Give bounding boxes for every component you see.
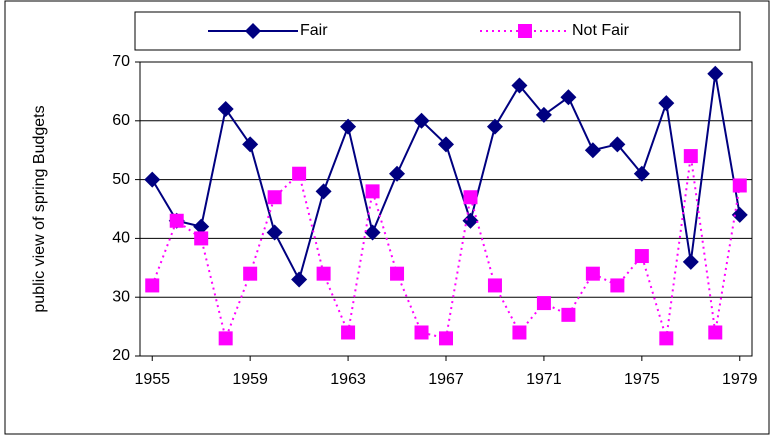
y-tick-label: 30: [112, 288, 130, 305]
point: [291, 271, 308, 288]
point: [731, 206, 748, 223]
point: [217, 101, 234, 118]
point: [511, 77, 528, 94]
point: [633, 165, 650, 182]
point: [316, 266, 331, 281]
point: [193, 218, 210, 235]
point: [315, 183, 332, 200]
y-tick-label: 70: [112, 53, 130, 70]
point: [266, 224, 283, 241]
point: [634, 249, 649, 264]
point: [659, 331, 674, 346]
point: [340, 118, 357, 135]
x-tick-label: 1963: [330, 371, 366, 388]
point: [561, 307, 576, 322]
point: [732, 178, 747, 193]
point: [463, 190, 478, 205]
legend-marker: [245, 23, 261, 39]
point: [658, 95, 675, 112]
point: [535, 106, 552, 123]
y-tick-label: 20: [112, 347, 130, 364]
point: [364, 224, 381, 241]
point: [341, 325, 356, 340]
point: [584, 142, 601, 159]
x-tick-label: 1955: [134, 371, 170, 388]
point: [560, 89, 577, 106]
point: [390, 266, 405, 281]
point: [487, 278, 502, 293]
point: [267, 190, 282, 205]
point: [145, 278, 160, 293]
y-tick-label: 60: [112, 112, 130, 129]
point: [708, 325, 723, 340]
y-axis-label: public view of spring Budgets: [31, 105, 48, 312]
point: [682, 253, 699, 270]
point: [536, 296, 551, 311]
point: [365, 184, 380, 199]
legend-label: Not Fair: [572, 22, 630, 39]
point: [414, 325, 429, 340]
point: [413, 112, 430, 129]
y-tick-label: 40: [112, 230, 130, 247]
point: [292, 166, 307, 181]
legend-label: Fair: [300, 22, 328, 39]
plot-area: [139, 61, 753, 357]
x-tick-label: 1975: [624, 371, 660, 388]
point: [707, 65, 724, 82]
y-tick-label: 50: [112, 171, 130, 188]
point: [610, 278, 625, 293]
point: [585, 266, 600, 281]
x-tick-label: 1971: [526, 371, 562, 388]
point: [194, 231, 209, 246]
point: [169, 213, 184, 228]
x-tick-label: 1979: [722, 371, 758, 388]
x-tick-label: 1967: [428, 371, 464, 388]
legend-marker: [518, 24, 532, 38]
point: [512, 325, 527, 340]
point: [243, 266, 258, 281]
point: [683, 149, 698, 164]
point: [439, 331, 453, 346]
x-tick-label: 1959: [232, 371, 268, 388]
point: [144, 171, 161, 188]
point: [218, 331, 233, 346]
point: [389, 165, 406, 182]
point: [438, 136, 454, 153]
point: [609, 136, 626, 153]
point: [242, 136, 259, 153]
point: [486, 118, 503, 135]
